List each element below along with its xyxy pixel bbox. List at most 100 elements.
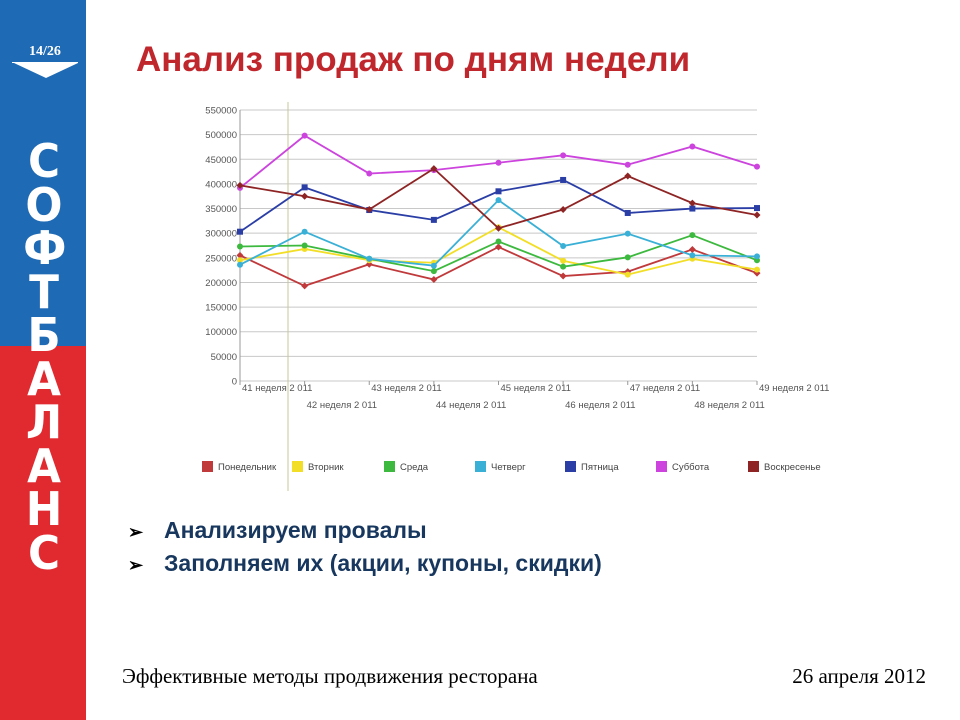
data-point [301, 132, 308, 139]
data-point [689, 252, 696, 259]
data-point [688, 245, 696, 253]
data-point [560, 257, 567, 264]
y-tick-label: 500000 [205, 130, 237, 141]
data-point [495, 238, 502, 245]
legend-label: Четверг [491, 462, 526, 473]
data-point [624, 161, 631, 168]
data-point [753, 211, 761, 219]
legend-label: Среда [400, 462, 429, 473]
x-tick-label: 45 неделя 2 011 [501, 383, 571, 394]
legend-label: Суббота [672, 462, 710, 473]
data-point [301, 282, 309, 290]
page-title: Анализ продаж по дням недели [136, 40, 691, 79]
data-point [430, 268, 437, 275]
data-point [495, 188, 502, 195]
data-point [366, 170, 373, 177]
data-point [624, 172, 632, 180]
brand-letter: С [27, 525, 61, 580]
data-point [624, 209, 631, 216]
legend-swatch [384, 461, 395, 472]
x-tick-label: 48 неделя 2 011 [694, 400, 764, 411]
x-tick-label: 47 неделя 2 011 [630, 383, 700, 394]
data-point [754, 205, 760, 212]
brand-letter: Л [25, 395, 63, 449]
brand-letter: С [27, 134, 61, 188]
sidebar-blue-panel [0, 0, 86, 346]
brand-letter: А [27, 351, 61, 406]
sidebar-red-panel [0, 346, 86, 720]
data-point [560, 242, 567, 249]
data-point [366, 255, 373, 262]
data-point [688, 199, 696, 207]
legend-swatch [202, 461, 213, 472]
data-point [430, 216, 437, 223]
data-point [237, 261, 243, 268]
arrow-bullet-icon: ➢ [128, 522, 144, 542]
x-tick-label: 41 неделя 2 011 [242, 383, 312, 394]
data-point [365, 206, 373, 214]
legend-swatch [748, 461, 759, 472]
x-tick-label: 43 неделя 2 011 [371, 383, 441, 394]
data-point [495, 224, 502, 232]
legend-swatch [292, 461, 303, 472]
brand-letter: Ф [23, 221, 67, 275]
bullet-text: Заполняем их (акции, купоны, скидки) [164, 550, 602, 576]
data-point [624, 271, 631, 278]
bullet-item: ➢ Заполняем их (акции, купоны, скидки) [128, 547, 602, 580]
data-point [624, 230, 631, 237]
data-point [430, 275, 438, 283]
data-point [754, 266, 760, 273]
y-tick-label: 150000 [205, 303, 237, 314]
data-point [430, 165, 438, 173]
legend-swatch [475, 461, 486, 472]
data-point [689, 232, 696, 239]
data-point [430, 262, 437, 269]
data-point [301, 184, 308, 191]
data-point [559, 206, 567, 214]
y-tick-label: 50000 [211, 352, 237, 363]
arrow-down-icon[interactable] [14, 63, 78, 78]
brand-letter: А [27, 438, 61, 493]
series-line [239, 179, 758, 233]
data-point [237, 243, 243, 250]
data-point [559, 272, 567, 280]
x-tick-label: 46 неделя 2 011 [565, 400, 635, 411]
y-tick-label: 450000 [205, 155, 237, 166]
data-point [560, 176, 567, 183]
data-point [495, 243, 502, 251]
y-tick-label: 550000 [205, 106, 237, 117]
data-point [301, 242, 308, 249]
page-number: 14/26 [29, 44, 61, 59]
x-tick-label: 49 неделя 2 011 [759, 383, 829, 394]
legend-label: Пятница [581, 462, 619, 473]
footer-date: 26 апреля 2012 [792, 664, 926, 688]
brand-letter: О [25, 177, 63, 232]
y-tick-label: 250000 [205, 253, 237, 264]
brand-letter: Т [29, 264, 59, 319]
page-divider [12, 62, 78, 63]
data-point [495, 159, 502, 166]
legend-swatch [565, 461, 576, 472]
data-point [560, 152, 567, 159]
brand-letter: Б [27, 308, 61, 362]
x-tick-label: 42 неделя 2 011 [307, 400, 377, 411]
data-point [689, 205, 696, 212]
series-line [239, 245, 758, 287]
y-tick-label: 300000 [205, 229, 237, 240]
y-tick-label: 400000 [205, 179, 237, 190]
data-point [754, 253, 760, 260]
arrow-bullet-icon: ➢ [128, 555, 144, 575]
data-point [495, 197, 502, 204]
x-tick-label: 44 неделя 2 011 [436, 400, 506, 411]
data-point [301, 228, 308, 235]
data-point [560, 263, 567, 270]
y-tick-label: 100000 [205, 327, 237, 338]
legend-label: Вторник [308, 462, 344, 473]
legend-swatch [656, 461, 667, 472]
data-point [753, 269, 761, 277]
legend-label: Понедельник [218, 462, 277, 473]
bullet-text: Анализируем провалы [164, 517, 427, 543]
data-point [237, 257, 243, 264]
y-tick-label: 200000 [205, 278, 237, 289]
